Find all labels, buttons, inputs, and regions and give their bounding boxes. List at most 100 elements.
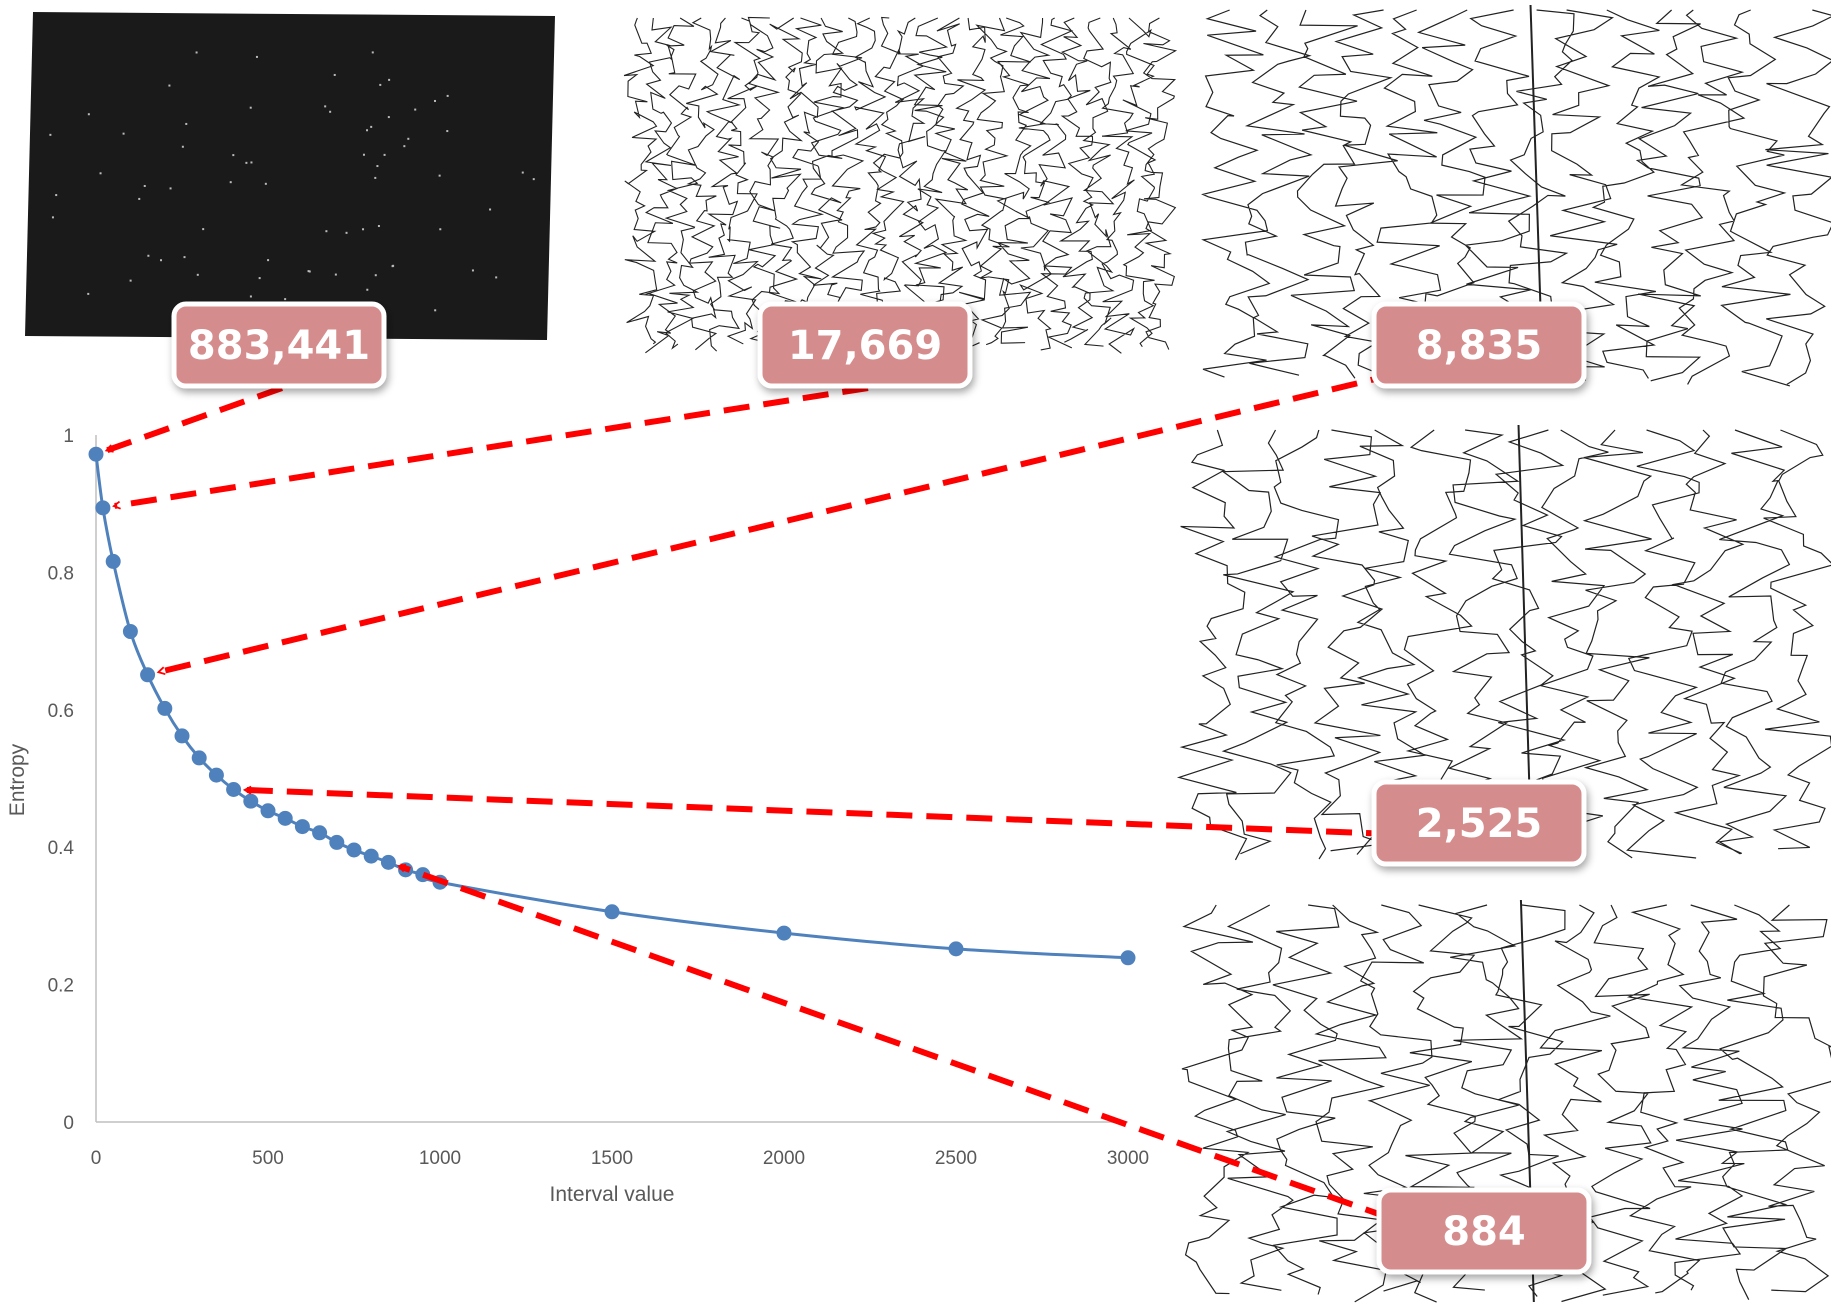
x-tick-label: 2500 — [935, 1148, 977, 1169]
point-cloud-dot — [168, 84, 171, 87]
point-cloud-dot — [329, 110, 332, 113]
thumbnail-1 — [25, 12, 555, 340]
data-point — [88, 446, 104, 462]
point-cloud-dot — [392, 264, 395, 267]
point-cloud-dot — [250, 161, 253, 164]
callout-label: 883,441 — [188, 323, 370, 369]
callout-label: 8,835 — [1416, 323, 1543, 369]
point-cloud-dot — [232, 154, 235, 157]
point-cloud-dot — [325, 230, 328, 233]
point-cloud-image — [25, 12, 555, 340]
point-cloud-dot — [185, 122, 188, 125]
trajectory-path — [1201, 9, 1831, 388]
point-cloud-dot — [438, 174, 441, 177]
trajectory-thumbnails — [25, 4, 1831, 1303]
point-cloud-dot — [87, 292, 90, 295]
point-cloud-dot — [495, 276, 498, 279]
x-axis-title: Interval value — [550, 1183, 675, 1206]
point-cloud-dot — [377, 225, 380, 228]
x-tick-label: 3000 — [1107, 1148, 1149, 1169]
data-point — [329, 834, 345, 850]
point-cloud-dot — [366, 288, 369, 291]
callout-box — [171, 301, 387, 389]
point-cloud-dot — [249, 106, 252, 109]
point-cloud-dot — [267, 259, 270, 262]
point-cloud-dot — [87, 113, 90, 116]
data-point — [191, 750, 207, 766]
point-cloud-dot — [489, 208, 492, 211]
trajectory-path — [623, 16, 1178, 354]
point-cloud-dot — [183, 256, 186, 259]
x-tick-label: 1000 — [419, 1148, 461, 1169]
y-tick-label: 0 — [63, 1113, 74, 1134]
callout-label: 17,669 — [788, 323, 942, 369]
point-cloud-dot — [99, 172, 102, 175]
point-cloud-dot — [181, 145, 184, 148]
y-tick-label: 0.6 — [48, 701, 74, 722]
point-cloud-dot — [147, 254, 150, 257]
point-cloud-dot — [264, 182, 267, 185]
annotation-callout: 884 — [1376, 1187, 1592, 1275]
thumbnail-2 — [623, 16, 1178, 354]
point-cloud-dot — [434, 99, 437, 102]
data-point — [277, 810, 293, 826]
point-cloud-dot — [229, 181, 232, 184]
point-cloud-dot — [387, 116, 390, 119]
chart-axes — [95, 435, 1128, 1123]
callout-label: 884 — [1442, 1209, 1526, 1255]
x-tick-labels: 0 500 1000 1500 2000 2500 3000 — [91, 1148, 1149, 1169]
annotation-arrow — [107, 385, 284, 454]
annotation-callouts: 883,441 17,669 8,835 2,525 884 — [171, 301, 1592, 1275]
annotation-callout: 17,669 — [757, 301, 973, 389]
point-cloud-dot — [471, 269, 474, 272]
point-cloud-dot — [138, 197, 141, 200]
point-cloud-dot — [160, 259, 163, 262]
data-point — [346, 842, 362, 858]
data-point — [312, 825, 328, 841]
callout-box — [757, 301, 973, 389]
x-tick-label: 500 — [252, 1148, 284, 1169]
point-cloud-dot — [307, 270, 310, 273]
annotation-callout: 2,525 — [1371, 779, 1587, 867]
point-cloud-dot — [383, 153, 386, 156]
point-cloud-dot — [55, 194, 58, 197]
data-point — [226, 781, 242, 797]
point-cloud-dot — [374, 274, 377, 277]
x-tick-label: 1500 — [591, 1148, 633, 1169]
trajectory-path — [1181, 904, 1831, 1303]
point-cloud-dot — [366, 129, 369, 132]
data-point — [208, 767, 224, 783]
annotation-arrow — [115, 385, 869, 506]
point-cloud-dot — [334, 273, 337, 276]
point-cloud-dot — [255, 55, 258, 58]
point-cloud-dot — [245, 161, 248, 164]
data-point — [363, 848, 379, 864]
point-cloud-dot — [308, 270, 311, 273]
point-cloud-dot — [169, 187, 172, 190]
point-cloud-dot — [49, 133, 52, 136]
point-cloud-dot — [284, 298, 287, 301]
point-cloud-dot — [532, 178, 535, 181]
point-cloud-dot — [388, 78, 391, 81]
point-cloud-dot — [403, 145, 406, 148]
data-point — [122, 623, 138, 639]
point-cloud-dot — [434, 309, 437, 312]
y-tick-label: 0.8 — [48, 563, 74, 584]
point-cloud-dot — [129, 279, 132, 282]
data-point — [140, 667, 156, 683]
point-cloud-dot — [446, 130, 449, 133]
point-cloud-dot — [439, 228, 442, 231]
point-cloud-dot — [202, 228, 205, 231]
data-point — [95, 500, 111, 516]
data-point — [157, 700, 173, 716]
annotation-arrows — [107, 371, 1397, 1221]
data-point — [243, 793, 259, 809]
point-cloud-dot — [379, 83, 382, 86]
point-cloud-dot — [143, 184, 146, 187]
entropy-series-line — [94, 454, 1129, 960]
point-cloud-dot — [371, 51, 374, 54]
point-cloud-dot — [249, 295, 252, 298]
point-cloud-dot — [521, 171, 524, 174]
data-point — [1120, 950, 1136, 966]
